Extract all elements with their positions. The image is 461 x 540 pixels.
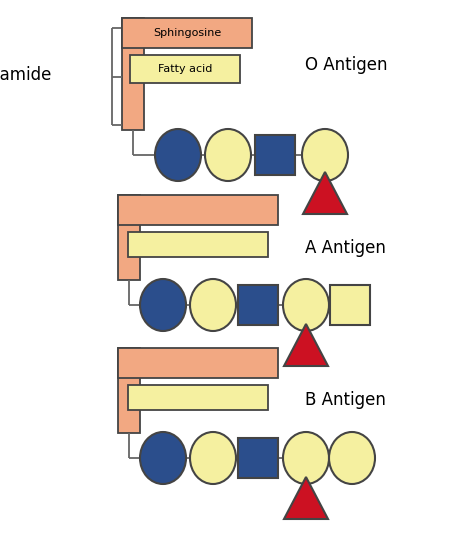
FancyBboxPatch shape [255, 135, 295, 175]
Ellipse shape [190, 432, 236, 484]
Ellipse shape [205, 129, 251, 181]
FancyBboxPatch shape [128, 385, 268, 410]
FancyBboxPatch shape [130, 55, 240, 83]
Text: Sphingosine: Sphingosine [153, 28, 221, 38]
Text: Ceramide: Ceramide [0, 66, 52, 84]
Ellipse shape [190, 279, 236, 331]
FancyBboxPatch shape [118, 348, 278, 378]
Polygon shape [303, 172, 347, 214]
FancyBboxPatch shape [118, 348, 140, 433]
Text: Fatty acid: Fatty acid [158, 64, 212, 74]
Ellipse shape [140, 432, 186, 484]
FancyBboxPatch shape [128, 232, 268, 257]
FancyBboxPatch shape [122, 18, 252, 48]
FancyBboxPatch shape [122, 18, 144, 130]
FancyBboxPatch shape [330, 285, 370, 325]
Ellipse shape [329, 432, 375, 484]
Ellipse shape [155, 129, 201, 181]
Text: B Antigen: B Antigen [305, 391, 386, 409]
Ellipse shape [140, 279, 186, 331]
Ellipse shape [302, 129, 348, 181]
Text: O Antigen: O Antigen [305, 56, 388, 74]
FancyBboxPatch shape [118, 195, 140, 280]
Ellipse shape [283, 432, 329, 484]
FancyBboxPatch shape [238, 438, 278, 478]
Polygon shape [284, 477, 328, 519]
Text: A Antigen: A Antigen [305, 239, 386, 257]
Polygon shape [284, 324, 328, 366]
FancyBboxPatch shape [238, 285, 278, 325]
Ellipse shape [283, 279, 329, 331]
FancyBboxPatch shape [118, 195, 278, 225]
